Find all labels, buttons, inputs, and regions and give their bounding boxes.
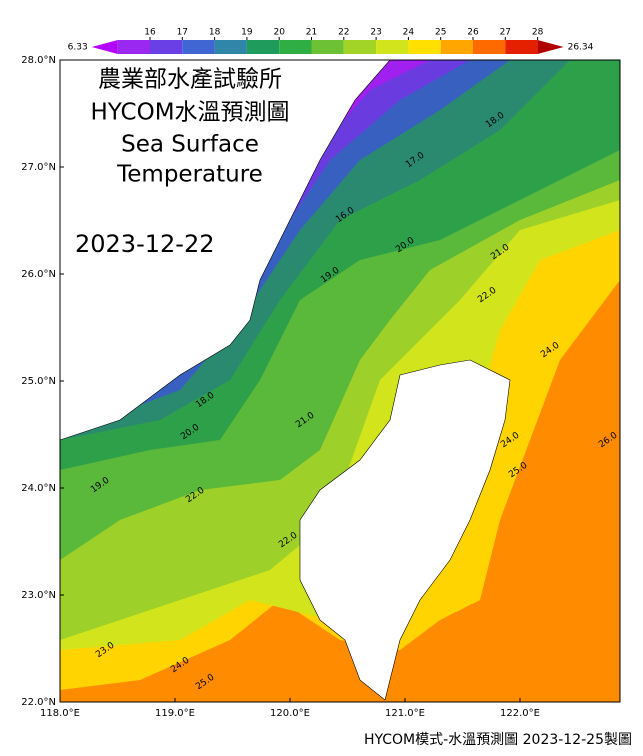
lat-label: 28.0°N <box>21 55 56 66</box>
china-land <box>59 59 391 441</box>
lon-label: 120.0°E <box>270 708 310 719</box>
lat-label: 22.0°N <box>21 697 56 708</box>
title-line: Sea Surface <box>121 132 259 158</box>
colorbar-segment <box>343 40 377 54</box>
colorbar-segment <box>505 40 538 54</box>
title: 農業部水產試驗所 HYCOM水溫預測圖 Sea Surface Temperat… <box>75 67 290 259</box>
colorbar-segment <box>473 40 506 54</box>
colorbar-tick-label: 26 <box>467 28 479 38</box>
lon-label: 118.0°E <box>40 708 80 719</box>
lon-label: 119.0°E <box>155 708 195 719</box>
colorbar-tick-label: 28 <box>532 28 544 38</box>
date: 2023-12-22 <box>75 230 214 258</box>
lon-label: 121.0°E <box>385 708 425 719</box>
colorbar-segment <box>376 40 409 54</box>
taiwan-land <box>299 359 511 701</box>
colorbar-segment <box>279 40 312 54</box>
colorbar-tick-label: 20 <box>273 28 285 38</box>
colorbar-segment <box>117 40 150 54</box>
colorbar-tick-label: 22 <box>338 28 349 38</box>
colorbar-tick-label: 27 <box>500 28 511 38</box>
lon-label: 122.0°E <box>500 708 540 719</box>
lat-label: 25.0°N <box>21 376 56 387</box>
colorbar-segment <box>214 40 247 54</box>
colorbar-tick-label: 19 <box>241 28 253 38</box>
lat-label: 24.0°N <box>21 483 56 494</box>
colorbar-segment <box>311 40 344 54</box>
colorbar-segment <box>440 40 473 54</box>
footer: HYCOM模式-水溫預測圖 2023-12-25製圖 <box>364 732 632 748</box>
colorbar-tick-label: 16 <box>144 28 156 38</box>
colorbar-segment <box>408 40 441 54</box>
colorbar-segment <box>182 40 215 54</box>
colorbar-tick-label: 23 <box>370 28 381 38</box>
colorbar-tick-label: 21 <box>306 28 317 38</box>
colorbar-min-label: 6.33 <box>68 43 88 53</box>
colorbar-tick-label: 17 <box>177 28 188 38</box>
title-line: Temperature <box>116 162 263 188</box>
colorbar-tick-label: 24 <box>403 28 415 38</box>
lat-label: 23.0°N <box>21 590 56 601</box>
colorbar-max-arrow <box>537 40 564 54</box>
lat-label: 26.0°N <box>21 269 56 280</box>
colorbar-tick-label: 18 <box>209 28 221 38</box>
colorbar-max-label: 26.34 <box>568 43 594 53</box>
lat-label: 27.0°N <box>21 162 56 173</box>
colorbar-tick-label: 25 <box>435 28 446 38</box>
title-line: 農業部水產試驗所 <box>98 67 282 93</box>
colorbar-segment <box>246 40 280 54</box>
colorbar-min-arrow <box>91 40 118 54</box>
title-line: HYCOM水溫預測圖 <box>90 100 289 126</box>
sst-field <box>59 59 621 703</box>
colorbar-segment <box>150 40 183 54</box>
